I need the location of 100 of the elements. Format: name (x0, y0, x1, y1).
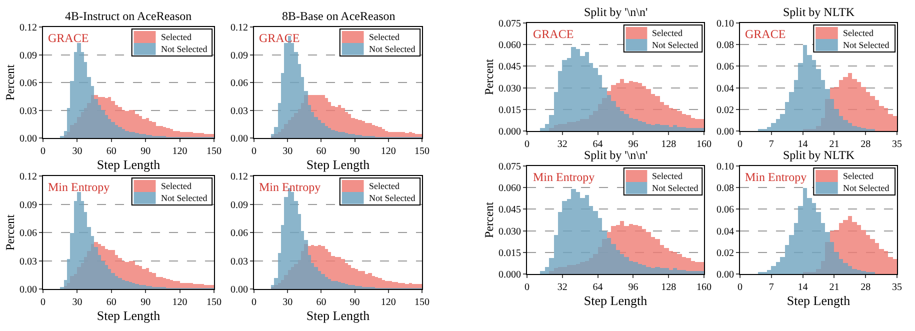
legend-label: Not Selected (369, 44, 416, 54)
x-tick-label: 120 (172, 297, 188, 308)
x-tick-label: 150 (206, 146, 222, 157)
x-tick-label: 14 (798, 282, 808, 293)
y-tick-label: 0.09 (20, 200, 37, 211)
y-tick-label: 0.030 (498, 83, 521, 94)
y-tick-label: 0.06 (230, 228, 248, 239)
x-tick-label: 35 (892, 282, 902, 293)
annotation: Min Entropy (259, 180, 321, 194)
x-tick-label: 32 (557, 282, 568, 293)
y-tick-label: 0.045 (498, 62, 521, 73)
x-axis-title: Step Length (306, 157, 370, 172)
x-tick-label: 120 (172, 146, 188, 157)
y-tick-label: 0.08 (716, 183, 734, 194)
legend-label: Not Selected (652, 40, 699, 50)
y-tick-label: 0.06 (20, 78, 37, 89)
x-axis-title: Step Length (306, 308, 370, 323)
x-tick-label: 7 (768, 139, 774, 150)
y-axis-title: Percent (482, 58, 496, 95)
y-tick-label: 0.06 (716, 204, 734, 216)
x-tick-label: 150 (206, 297, 222, 308)
y-tick-label: 0.000 (498, 270, 521, 280)
chart-title: Split by NLTK (783, 5, 855, 19)
y-tick-label: 0.015 (498, 104, 521, 116)
chart-title: Split by NLTK (783, 148, 855, 162)
legend-label: Not Selected (161, 193, 208, 203)
x-tick-label: 21 (829, 139, 840, 150)
y-tick-label: 0.09 (20, 50, 37, 62)
x-tick-label: 96 (628, 139, 638, 150)
x-tick-label: 0 (524, 139, 530, 150)
legend-label: Selected (369, 181, 400, 191)
x-tick-label: 30 (72, 297, 82, 308)
x-tick-label: 60 (106, 297, 116, 308)
y-tick-label: 0.12 (20, 22, 37, 34)
y-tick-label: 0.060 (498, 183, 521, 194)
annotation: Min Entropy (533, 170, 595, 184)
x-tick-label: 32 (557, 139, 568, 150)
y-tick-label: 0.10 (716, 18, 734, 30)
x-tick-label: 28 (860, 282, 871, 293)
y-tick-label: 0.03 (20, 106, 37, 117)
x-tick-label: 128 (661, 139, 676, 150)
x-tick-label: 128 (661, 282, 676, 293)
x-tick-label: 0 (524, 282, 530, 293)
x-tick-label: 90 (140, 146, 151, 157)
legend-label: Selected (161, 181, 192, 191)
x-tick-label: 90 (350, 297, 360, 308)
x-tick-label: 96 (628, 282, 638, 293)
annotation: GRACE (48, 31, 89, 45)
y-tick-label: 0.04 (716, 226, 734, 238)
x-tick-label: 160 (696, 139, 712, 150)
y-tick-label: 0.00 (716, 126, 734, 138)
y-tick-label: 0.00 (20, 284, 37, 296)
y-tick-label: 0.10 (716, 162, 734, 172)
annotation: GRACE (533, 27, 574, 41)
x-axis-title: Step Length (584, 293, 648, 308)
y-axis-title: Percent (2, 64, 17, 100)
x-axis-title: Step Length (96, 157, 161, 172)
legend-label: Not Selected (369, 193, 416, 203)
y-tick-label: 0.12 (230, 172, 248, 182)
chart-title: Split by '\n\n' (584, 5, 648, 19)
legend-label: Not Selected (843, 183, 890, 193)
y-axis-title: Percent (2, 214, 17, 250)
y-axis-title: Percent (482, 201, 496, 238)
x-tick-label: 60 (316, 146, 326, 157)
y-tick-label: 0.06 (230, 78, 248, 89)
x-tick-label: 7 (768, 282, 774, 293)
y-tick-label: 0.09 (230, 50, 248, 62)
y-tick-label: 0.060 (498, 40, 521, 52)
x-axis-title: Step Length (786, 293, 851, 308)
x-tick-label: 150 (414, 297, 430, 308)
legend-label: Not Selected (652, 183, 699, 193)
x-tick-label: 60 (106, 146, 116, 157)
y-tick-label: 0.08 (716, 40, 734, 52)
legend-label: Selected (843, 28, 874, 38)
y-tick-label: 0.03 (230, 106, 248, 117)
annotation: Min Entropy (48, 180, 110, 194)
x-tick-label: 120 (380, 146, 396, 157)
y-tick-label: 0.00 (230, 134, 248, 144)
y-tick-label: 0.00 (20, 134, 37, 144)
x-tick-label: 150 (414, 146, 430, 157)
y-tick-label: 0.03 (20, 256, 37, 268)
x-tick-label: 64 (592, 282, 603, 293)
annotation: GRACE (745, 27, 786, 41)
x-tick-label: 21 (829, 282, 840, 293)
y-tick-label: 0.015 (498, 248, 521, 259)
y-tick-label: 0.00 (716, 270, 734, 280)
y-tick-label: 0.02 (716, 104, 734, 116)
y-tick-label: 0.09 (230, 200, 248, 211)
x-tick-label: 90 (140, 297, 151, 308)
y-tick-label: 0.030 (498, 226, 521, 238)
x-tick-label: 0 (738, 282, 742, 293)
x-tick-label: 0 (40, 297, 46, 308)
y-tick-label: 0.075 (498, 162, 521, 172)
y-tick-label: 0.045 (498, 204, 521, 216)
x-tick-label: 30 (72, 146, 82, 157)
x-tick-label: 64 (592, 139, 603, 150)
x-tick-label: 30 (282, 297, 293, 308)
y-tick-label: 0.02 (716, 248, 734, 259)
legend-label: Selected (652, 171, 683, 181)
chart-title: 8B-Base on AceReason (282, 9, 396, 23)
